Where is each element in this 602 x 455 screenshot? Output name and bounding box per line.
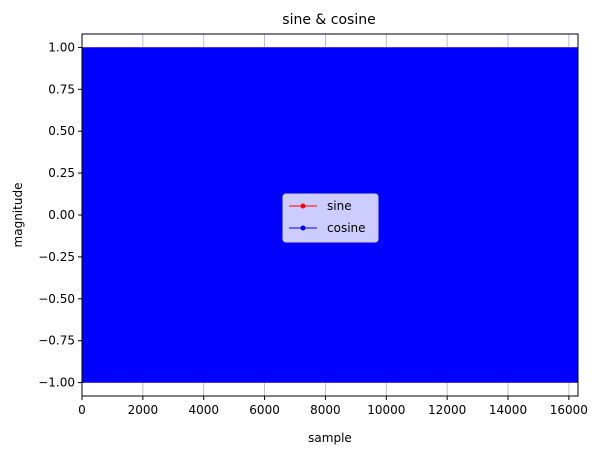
x-tick-label-8: 16000 — [550, 403, 588, 417]
y-tick-label-6: −0.50 — [38, 292, 75, 306]
x-axis: 0 2000 4000 6000 8000 10000 12000 14000 16000 — [78, 396, 588, 417]
legend-marker-cosine — [300, 225, 306, 231]
x-tick-label-1: 2000 — [128, 403, 159, 417]
y-tick-label-4: 0.00 — [48, 208, 75, 222]
y-tick-label-1: 0.75 — [48, 82, 75, 96]
x-tick-label-4: 8000 — [310, 403, 341, 417]
x-tick-label-3: 6000 — [249, 403, 280, 417]
x-tick-label-2: 4000 — [188, 403, 219, 417]
y-tick-label-8: −1.00 — [38, 376, 75, 390]
y-tick-label-5: −0.25 — [38, 250, 75, 264]
y-axis: 1.00 0.75 0.50 0.25 0.00 −0.25 −0.50 −0.75 −1.00 — [38, 40, 82, 390]
y-tick-label-3: 0.25 — [48, 166, 75, 180]
y-tick-label-2: 0.50 — [48, 124, 75, 138]
legend-marker-sine — [300, 203, 306, 209]
series-area — [82, 47, 578, 383]
y-tick-label-7: −0.75 — [38, 334, 75, 348]
x-axis-label: sample — [308, 431, 352, 445]
legend-label-cosine: cosine — [327, 221, 366, 235]
y-tick-label-0: 1.00 — [48, 40, 75, 54]
x-tick-label-6: 12000 — [428, 403, 466, 417]
x-tick-label-5: 10000 — [367, 403, 405, 417]
legend: sine cosine — [282, 193, 379, 243]
x-tick-label-0: 0 — [78, 403, 86, 417]
legend-label-sine: sine — [327, 199, 352, 213]
y-axis-label: magnitude — [11, 183, 25, 248]
chart-title: sine & cosine — [282, 12, 375, 28]
x-tick-label-7: 14000 — [489, 403, 527, 417]
